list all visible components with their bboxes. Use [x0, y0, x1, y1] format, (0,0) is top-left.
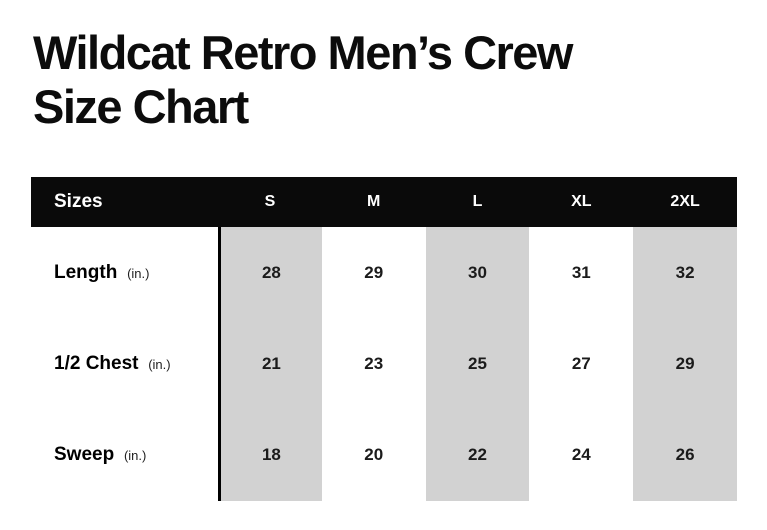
page-title-line-1: Wildcat Retro Men’s Crew: [33, 26, 574, 79]
header-cell-size-xl: XL: [529, 177, 634, 227]
cell-half-chest-l: 25: [425, 318, 530, 410]
cell-length-2xl: 32: [633, 227, 737, 319]
cell-sweep-2xl: 26: [633, 409, 737, 501]
cell-sweep-m: 20: [364, 445, 384, 465]
row-label-length-text: Length (in.): [54, 262, 149, 284]
header-cell-size-m: M: [321, 177, 426, 227]
cell-sweep-l: 22: [425, 409, 530, 501]
row-label-half-chest: 1/2 Chest (in.): [31, 318, 218, 409]
header-cell-size-s: S: [218, 177, 322, 227]
page-title: Wildcat Retro Men’s Crew Size Chart: [33, 26, 574, 133]
row-name-half-chest: 1/2 Chest: [54, 352, 139, 374]
row-label-sweep-text: Sweep (in.): [54, 444, 146, 466]
row-name-length: Length: [54, 261, 118, 283]
header-cell-size-2xl: 2XL: [633, 177, 737, 227]
header-cell-size-l: L: [425, 177, 530, 227]
row-unit-sweep: (in.): [123, 448, 147, 464]
cell-length-s: 28: [218, 227, 322, 319]
cell-length-l: 30: [425, 227, 530, 319]
row-label-length: Length (in.): [31, 227, 218, 318]
cell-half-chest-m: 23: [364, 353, 384, 373]
cell-length-m: 29: [364, 262, 384, 282]
size-chart-table: Sizes S M L XL 2XL Length (in.) 28 29 30…: [31, 177, 737, 501]
cell-sweep-xl: 24: [571, 445, 591, 465]
row-name-sweep: Sweep: [54, 444, 115, 466]
row-unit-length: (in.): [127, 265, 150, 281]
cell-length-xl: 31: [571, 262, 591, 282]
header-cell-sizes: Sizes: [31, 177, 218, 227]
row-label-half-chest-text: 1/2 Chest (in.): [54, 353, 171, 375]
page-title-line-2: Size Chart: [33, 79, 249, 133]
cell-half-chest-s: 21: [218, 318, 322, 410]
cell-sweep-s: 18: [218, 409, 322, 501]
cell-half-chest-2xl: 29: [633, 318, 737, 410]
row-unit-half-chest: (in.): [148, 356, 171, 372]
row-label-sweep: Sweep (in.): [31, 410, 218, 501]
cell-half-chest-xl: 27: [571, 353, 591, 373]
